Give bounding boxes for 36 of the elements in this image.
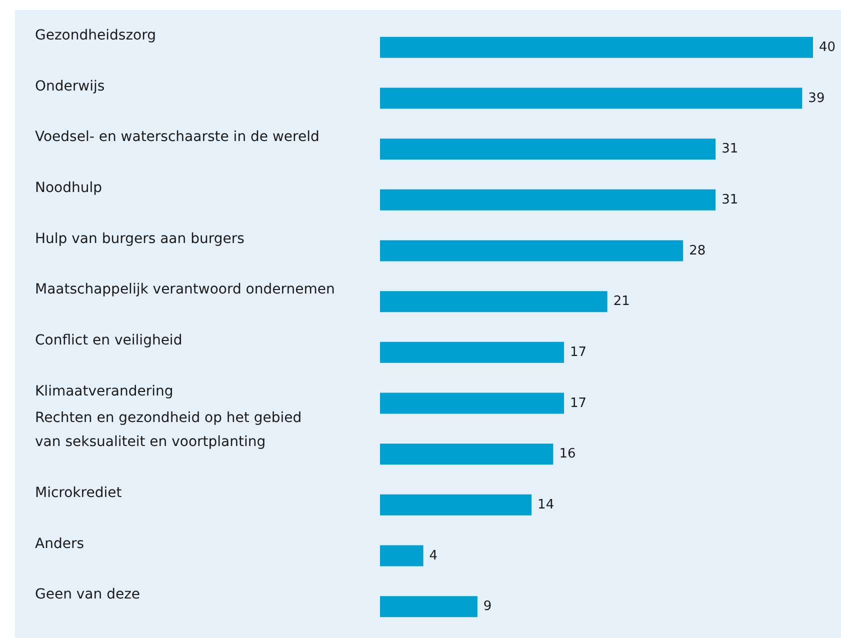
bar (380, 342, 564, 363)
bar (380, 138, 716, 160)
y-tick-label: Maatschappelijk verantwoord ondernemen (35, 282, 335, 298)
y-tick-label: Klimaatverandering (35, 383, 174, 400)
y-tick-label: Rechten en gezondheid op het gebied van seksualiteit en voortplanting (35, 410, 302, 450)
y-tick-label: Noodhulp (35, 180, 102, 196)
data-label: 17 (570, 396, 587, 411)
bar (380, 189, 716, 210)
y-tick-label: Microkrediet (35, 484, 122, 501)
y-tick-label: Onderwijs (35, 78, 105, 94)
data-label: 21 (613, 294, 630, 310)
y-tick-label: Geen van deze (35, 586, 140, 603)
data-label: 16 (559, 446, 576, 462)
y-tick-label: Conflict en veiligheid (35, 332, 182, 348)
bar (380, 240, 684, 262)
data-label: 9 (483, 599, 492, 614)
data-label: 39 (808, 90, 825, 106)
bar (380, 88, 802, 109)
y-tick-label: Anders (35, 536, 84, 552)
data-label: 28 (689, 243, 706, 258)
data-label: 14 (538, 497, 554, 512)
y-tick-label: Voedsel- en waterschaarste in de wereld (35, 129, 320, 146)
data-label: 31 (722, 192, 738, 208)
data-label: 40 (819, 40, 836, 55)
bar (380, 545, 424, 566)
data-label: 31 (722, 142, 738, 157)
bar (380, 596, 478, 618)
bar (380, 494, 532, 516)
y-tick-label: Hulp van burgers aan burgers (35, 230, 244, 247)
bar (380, 36, 813, 58)
data-label: 4 (429, 548, 438, 564)
bar (380, 291, 608, 312)
y-tick-label: Gezondheidszorg (35, 27, 156, 44)
data-label: 17 (570, 344, 587, 360)
bar (380, 392, 564, 414)
bar (380, 444, 554, 465)
